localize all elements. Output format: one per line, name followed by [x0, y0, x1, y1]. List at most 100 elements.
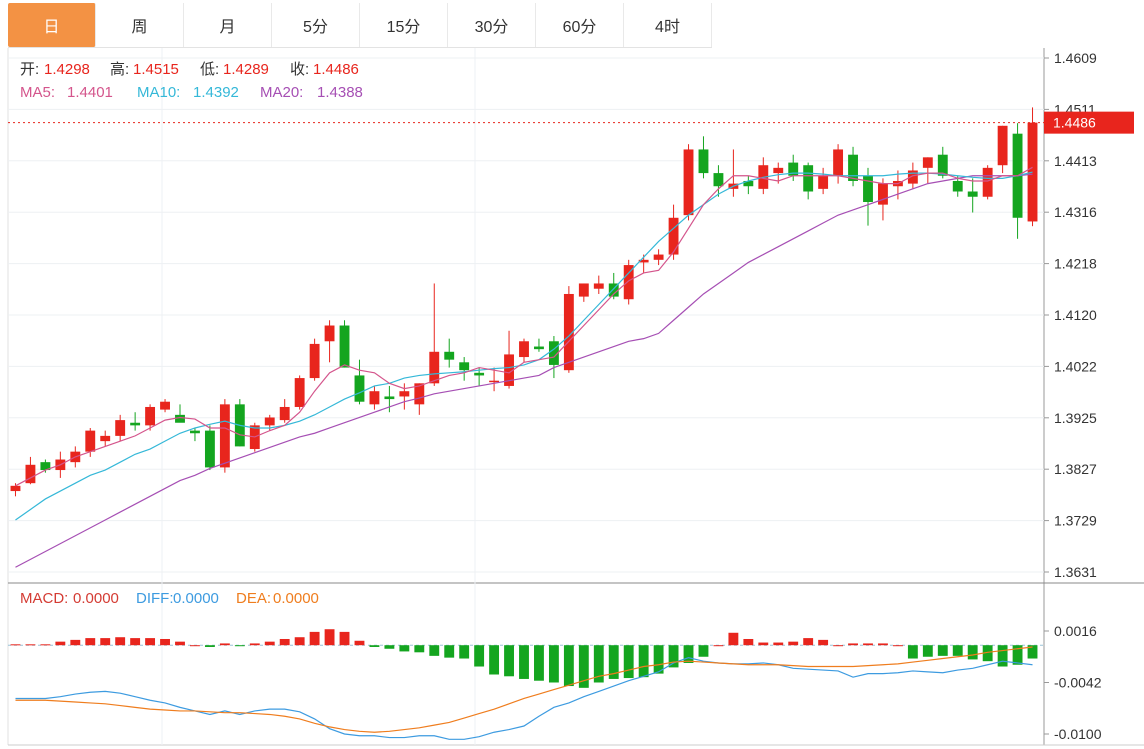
- candle-body: [638, 259, 649, 263]
- candle: [384, 385, 395, 413]
- candle-body: [982, 167, 993, 197]
- macd-bar: [892, 645, 903, 647]
- candle-body: [85, 430, 96, 452]
- macd-bar: [234, 645, 245, 647]
- candle: [309, 338, 320, 381]
- candle-body: [160, 401, 170, 410]
- candle-body: [653, 254, 664, 260]
- candle: [145, 404, 156, 431]
- candle: [504, 330, 514, 389]
- candle-body: [563, 293, 574, 371]
- macd-bar: [175, 641, 185, 646]
- candle-body: [399, 391, 410, 397]
- macd-bar: [578, 645, 589, 688]
- candle-body: [519, 341, 529, 358]
- candle-body: [384, 396, 395, 400]
- macd-legend: MACD: 0.0000 DIFF: 0.0000 DEA: 0.0000: [20, 590, 319, 607]
- macd-bar: [10, 644, 21, 646]
- candle: [563, 286, 574, 373]
- candle: [459, 357, 470, 381]
- candle: [788, 154, 799, 181]
- candle: [623, 259, 634, 305]
- macd-bar: [474, 645, 485, 667]
- candle-body: [175, 414, 185, 423]
- macd-bar: [264, 641, 275, 646]
- candle: [190, 427, 200, 442]
- grid: [7, 48, 1144, 746]
- candle: [982, 165, 993, 200]
- candle-body: [429, 351, 440, 384]
- macd-bar: [369, 645, 380, 647]
- macd-bar: [219, 643, 230, 646]
- candle-body: [743, 180, 754, 187]
- candle: [803, 162, 814, 200]
- tab-6[interactable]: 60分: [536, 3, 624, 47]
- macd-bar: [728, 632, 739, 646]
- diff-label: DIFF:: [136, 590, 174, 607]
- candle: [219, 399, 230, 473]
- price-tick-label: 1.4413: [1054, 153, 1097, 169]
- macd-bar: [1027, 645, 1038, 659]
- candle-body: [593, 283, 604, 289]
- candle-body: [997, 125, 1008, 166]
- candle: [997, 125, 1008, 174]
- candle: [653, 249, 664, 266]
- macd-bar: [519, 645, 529, 679]
- candle-body: [818, 175, 829, 189]
- candle: [160, 399, 170, 413]
- candle: [100, 430, 111, 447]
- price-tick-label: 1.3827: [1054, 461, 1097, 477]
- candle-body: [414, 383, 425, 405]
- macd-bar: [100, 638, 111, 646]
- close-value: 1.4486: [313, 61, 359, 78]
- ma20-label: MA20:: [260, 84, 303, 101]
- candle: [863, 167, 873, 226]
- macd-bar: [384, 645, 395, 649]
- ma-legend: MA5: 1.4401 MA10: 1.4392 MA20: 1.4388: [20, 84, 363, 101]
- macd-bar: [803, 638, 814, 646]
- macd-bar: [818, 639, 829, 646]
- candle: [698, 136, 709, 179]
- price-tick-label: 1.4022: [1054, 358, 1097, 374]
- low-value: 1.4289: [223, 61, 269, 78]
- candle: [833, 144, 844, 184]
- macd-bar: [608, 645, 619, 679]
- macd-bar: [863, 643, 873, 646]
- candle-body: [922, 157, 933, 168]
- candle-body: [548, 341, 559, 365]
- tab-0[interactable]: 日: [8, 3, 96, 47]
- tab-1[interactable]: 周: [96, 3, 184, 47]
- price-tick-label: 1.3631: [1054, 564, 1097, 580]
- dea-value: 0.0000: [273, 590, 319, 607]
- candle-body: [504, 354, 514, 386]
- macd-tick-label: -0.0100: [1054, 726, 1102, 742]
- macd-bar: [743, 638, 754, 646]
- macd-bar: [758, 642, 769, 646]
- candle-body: [578, 283, 589, 297]
- candle-body: [863, 175, 873, 203]
- tab-4[interactable]: 15分: [360, 3, 448, 47]
- ma10-label: MA10:: [137, 84, 180, 101]
- macd-bar: [459, 645, 470, 659]
- macd-bar: [623, 645, 634, 679]
- macd-bar: [25, 644, 36, 646]
- tab-3[interactable]: 5分: [272, 3, 360, 47]
- macd-bar: [414, 645, 425, 653]
- tab-2[interactable]: 月: [184, 3, 272, 47]
- candle: [683, 144, 694, 221]
- diff-line: [15, 657, 1033, 740]
- candle: [429, 283, 440, 386]
- candle-body: [833, 149, 844, 176]
- tab-7[interactable]: 4时: [624, 3, 712, 47]
- macd-axis: 0.0016 -0.0042 -0.0100: [1044, 623, 1102, 742]
- candle-body: [683, 149, 694, 216]
- macd-bar: [922, 645, 933, 657]
- price-tick-label: 1.3729: [1054, 513, 1097, 529]
- candle: [1027, 107, 1038, 227]
- candle-body: [25, 464, 36, 484]
- candle-body: [668, 217, 679, 255]
- tab-5[interactable]: 30分: [448, 3, 536, 47]
- macd-panel: [8, 629, 1044, 740]
- macd-bar: [713, 645, 724, 647]
